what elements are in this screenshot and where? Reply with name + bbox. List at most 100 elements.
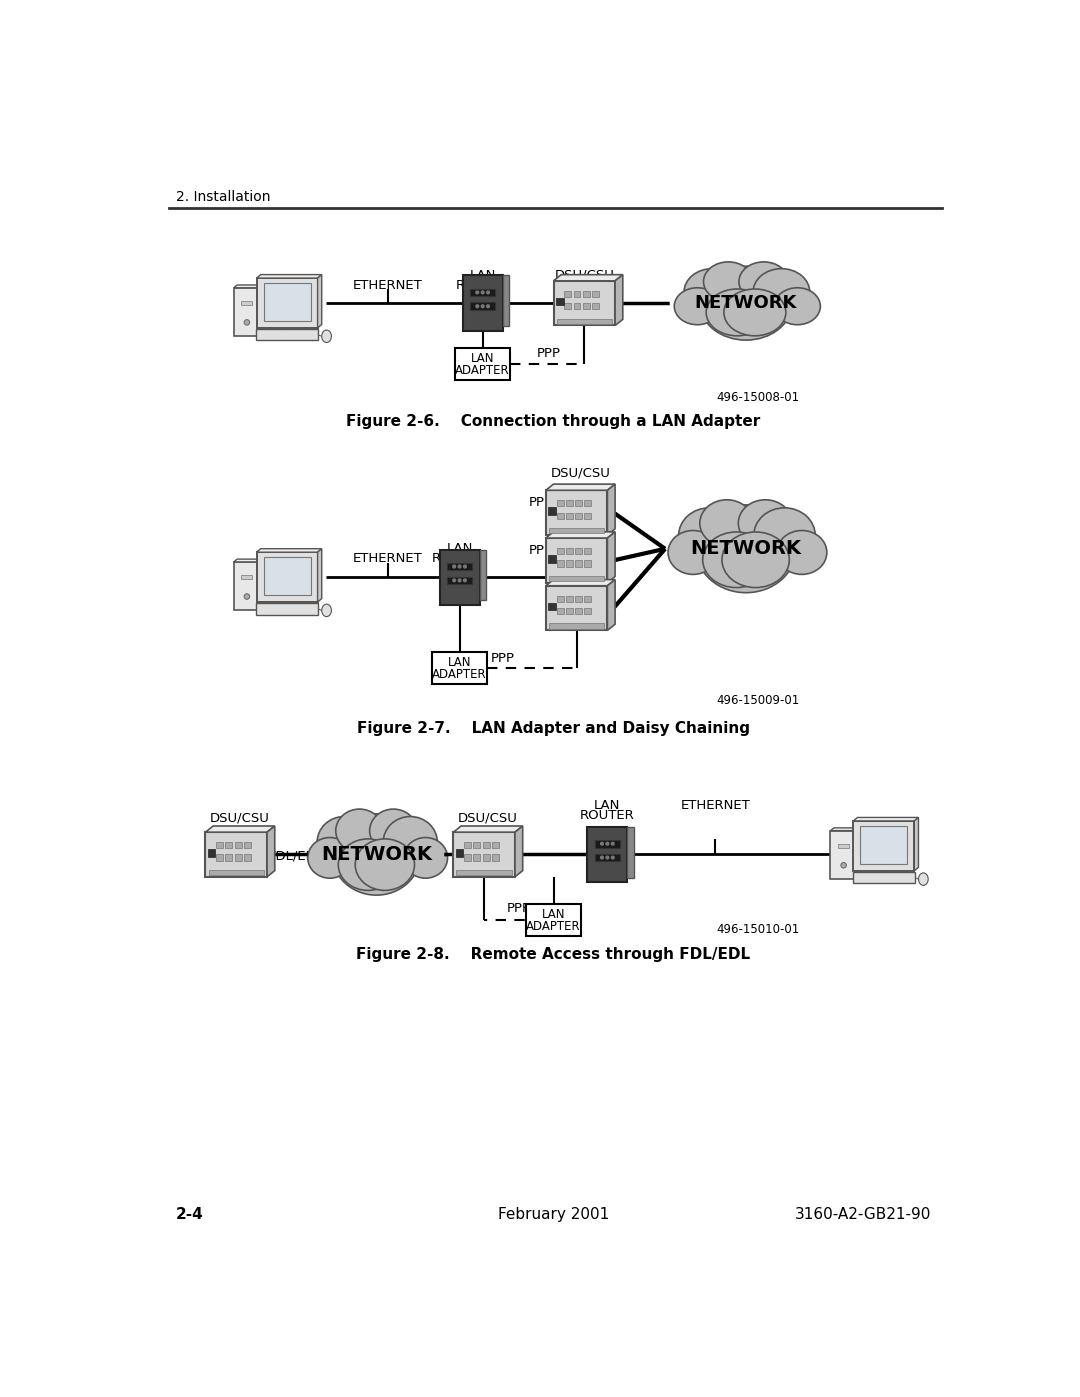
Circle shape	[476, 291, 478, 293]
Text: Figure 2-8.    Remote Access through FDL/EDL: Figure 2-8. Remote Access through FDL/ED…	[356, 947, 751, 963]
FancyBboxPatch shape	[573, 303, 580, 309]
Ellipse shape	[318, 816, 372, 868]
Text: ETHERNET: ETHERNET	[680, 799, 751, 812]
Polygon shape	[233, 285, 264, 288]
Text: DSU/CSU: DSU/CSU	[211, 812, 270, 824]
Ellipse shape	[753, 268, 810, 316]
FancyBboxPatch shape	[545, 585, 607, 630]
FancyBboxPatch shape	[566, 513, 572, 518]
Circle shape	[482, 305, 484, 307]
Text: NETWORK: NETWORK	[321, 845, 432, 863]
FancyBboxPatch shape	[564, 303, 571, 309]
Circle shape	[476, 305, 478, 307]
Text: LAN: LAN	[594, 799, 621, 812]
FancyBboxPatch shape	[556, 513, 564, 518]
Ellipse shape	[333, 814, 420, 895]
Polygon shape	[545, 580, 616, 585]
Circle shape	[244, 594, 249, 599]
Polygon shape	[831, 828, 861, 831]
FancyBboxPatch shape	[831, 831, 856, 879]
Text: ADAPTER: ADAPTER	[526, 919, 581, 933]
FancyBboxPatch shape	[471, 302, 495, 310]
Text: DSU/CSU: DSU/CSU	[551, 562, 610, 574]
FancyBboxPatch shape	[447, 563, 472, 570]
FancyBboxPatch shape	[575, 595, 582, 602]
FancyBboxPatch shape	[257, 278, 318, 328]
Text: February 2001: February 2001	[498, 1207, 609, 1222]
Polygon shape	[554, 275, 623, 281]
Ellipse shape	[703, 532, 770, 588]
FancyBboxPatch shape	[549, 576, 605, 581]
FancyBboxPatch shape	[575, 548, 582, 555]
FancyBboxPatch shape	[853, 821, 915, 870]
FancyBboxPatch shape	[583, 303, 590, 309]
FancyBboxPatch shape	[566, 608, 572, 615]
Polygon shape	[545, 532, 616, 538]
FancyBboxPatch shape	[208, 870, 264, 876]
Polygon shape	[515, 826, 523, 877]
FancyBboxPatch shape	[556, 608, 564, 615]
Ellipse shape	[674, 288, 720, 324]
FancyBboxPatch shape	[575, 500, 582, 507]
Circle shape	[453, 578, 456, 581]
Text: LAN: LAN	[448, 657, 471, 669]
FancyBboxPatch shape	[471, 289, 495, 296]
FancyBboxPatch shape	[464, 855, 471, 861]
Circle shape	[244, 320, 249, 326]
Text: LAN: LAN	[542, 908, 565, 921]
Circle shape	[463, 566, 467, 569]
FancyBboxPatch shape	[256, 330, 319, 341]
FancyBboxPatch shape	[575, 560, 582, 567]
Polygon shape	[607, 532, 616, 583]
FancyBboxPatch shape	[226, 842, 232, 848]
Polygon shape	[616, 275, 623, 326]
Text: NETWORK: NETWORK	[694, 295, 797, 312]
Text: ROUTER: ROUTER	[456, 279, 510, 292]
FancyBboxPatch shape	[545, 490, 607, 535]
Circle shape	[487, 291, 489, 293]
Polygon shape	[257, 549, 322, 552]
Polygon shape	[318, 275, 322, 328]
Circle shape	[458, 578, 461, 581]
Text: PPP: PPP	[507, 902, 530, 915]
Text: DSU/CSU: DSU/CSU	[554, 270, 615, 282]
FancyBboxPatch shape	[491, 842, 499, 848]
Text: LAN: LAN	[471, 352, 495, 365]
FancyBboxPatch shape	[216, 855, 224, 861]
Circle shape	[611, 842, 615, 845]
FancyBboxPatch shape	[491, 855, 499, 861]
FancyBboxPatch shape	[564, 291, 571, 298]
Ellipse shape	[369, 809, 417, 852]
Text: PPP: PPP	[537, 348, 561, 360]
FancyBboxPatch shape	[545, 538, 607, 583]
Text: 496-15009-01: 496-15009-01	[717, 694, 800, 707]
Circle shape	[482, 291, 484, 293]
FancyBboxPatch shape	[483, 855, 489, 861]
FancyBboxPatch shape	[464, 842, 471, 848]
Ellipse shape	[404, 838, 447, 879]
Polygon shape	[545, 485, 616, 490]
FancyBboxPatch shape	[556, 595, 564, 602]
Text: DSU/CSU: DSU/CSU	[551, 514, 610, 527]
FancyBboxPatch shape	[526, 904, 581, 936]
Circle shape	[600, 842, 604, 845]
Polygon shape	[454, 826, 523, 833]
Circle shape	[487, 305, 489, 307]
Text: FDL/EDL: FDL/EDL	[269, 849, 324, 862]
FancyBboxPatch shape	[216, 842, 224, 848]
FancyBboxPatch shape	[566, 560, 572, 567]
Ellipse shape	[774, 288, 821, 324]
Ellipse shape	[724, 289, 786, 335]
FancyBboxPatch shape	[573, 291, 580, 298]
Text: NETWORK: NETWORK	[690, 539, 801, 559]
Ellipse shape	[918, 873, 928, 886]
FancyBboxPatch shape	[473, 842, 481, 848]
Text: 2-4: 2-4	[176, 1207, 204, 1222]
Polygon shape	[260, 285, 264, 337]
FancyBboxPatch shape	[575, 513, 582, 518]
FancyBboxPatch shape	[838, 844, 849, 848]
Circle shape	[841, 862, 847, 868]
Ellipse shape	[777, 531, 827, 574]
Circle shape	[611, 856, 615, 859]
Text: 496-15008-01: 496-15008-01	[717, 391, 800, 404]
